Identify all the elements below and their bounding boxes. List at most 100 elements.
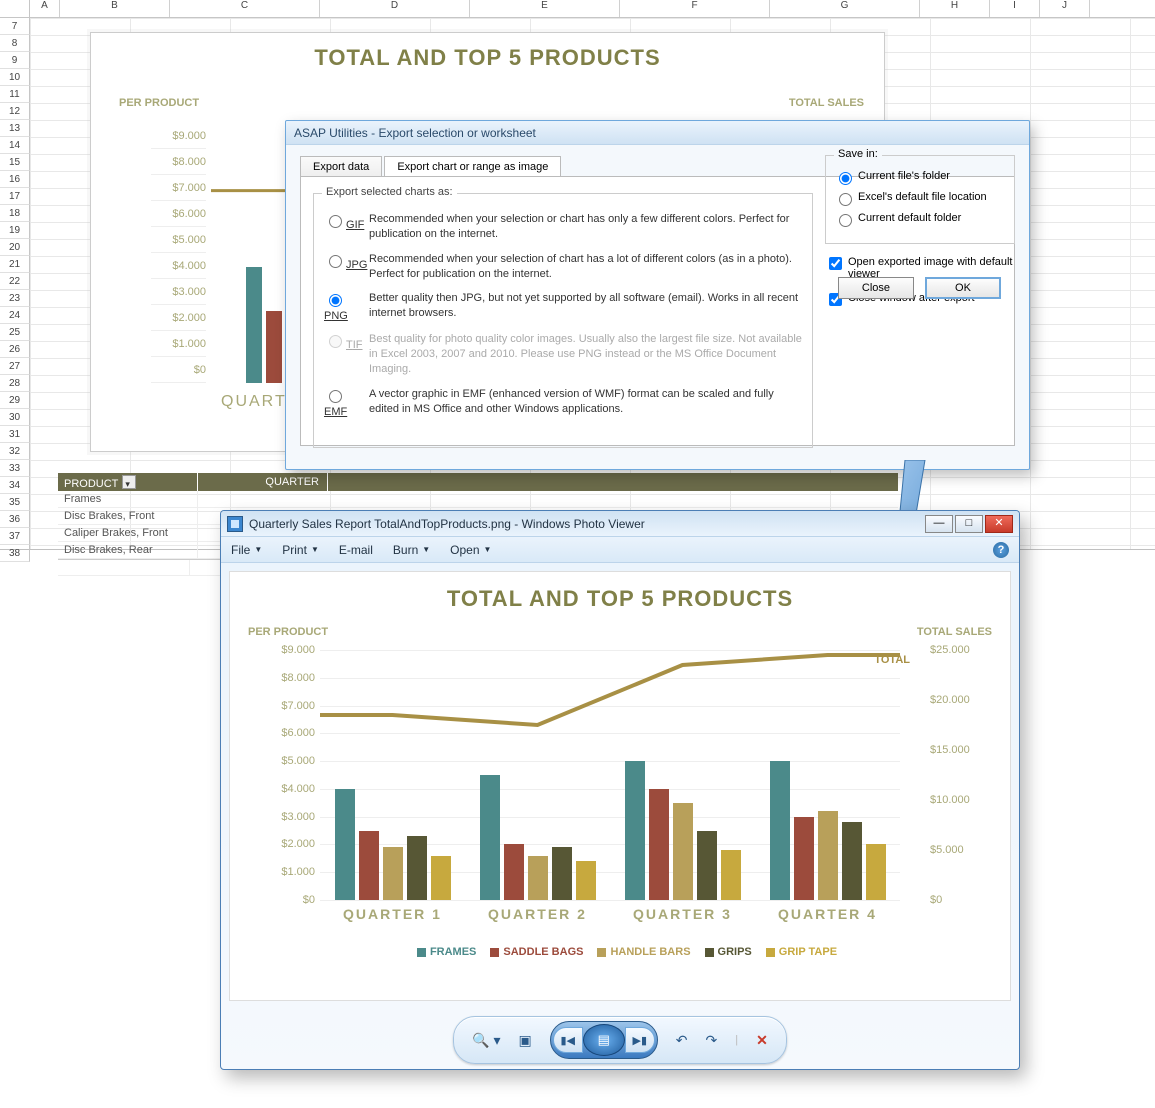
menu-e-mail[interactable]: E-mail [339, 543, 373, 557]
chart-title: TOTAL AND TOP 5 PRODUCTS [91, 45, 884, 71]
row-header[interactable]: 9 [0, 52, 30, 69]
col-header-D[interactable]: D [320, 0, 470, 17]
viewer-control-bar: 🔍 ▾ ▣ ▮◀ ▤ ▶▮ ↶ ↷ | ✕ [453, 1016, 787, 1064]
format-radio[interactable] [329, 215, 342, 228]
save-location-option[interactable]: Current file's folder [834, 170, 1010, 185]
save-location-option[interactable]: Excel's default file location [834, 191, 1010, 206]
y-left-tick: $5.000 [250, 755, 315, 767]
delete-icon[interactable]: ✕ [756, 1032, 768, 1049]
row-header[interactable]: 10 [0, 69, 30, 86]
chevron-down-icon: ▼ [484, 545, 492, 554]
row-header[interactable]: 17 [0, 188, 30, 205]
row-header[interactable]: 30 [0, 409, 30, 426]
row-header[interactable]: 12 [0, 103, 30, 120]
row-header[interactable]: 19 [0, 222, 30, 239]
row-header[interactable]: 25 [0, 324, 30, 341]
rotate-cw-icon[interactable]: ↷ [706, 1032, 718, 1049]
col-header-C[interactable]: C [170, 0, 320, 17]
col-header-I[interactable]: I [990, 0, 1040, 17]
ok-button[interactable]: OK [925, 277, 1001, 299]
row-header[interactable]: 11 [0, 86, 30, 103]
col-header-H[interactable]: H [920, 0, 990, 17]
row-header[interactable]: 20 [0, 239, 30, 256]
row-header[interactable]: 27 [0, 358, 30, 375]
fit-icon[interactable]: ▣ [519, 1032, 532, 1049]
col-header-A[interactable]: A [30, 0, 60, 17]
save-in-label: Save in: [834, 148, 882, 160]
row-header[interactable]: 21 [0, 256, 30, 273]
row-header[interactable]: 23 [0, 290, 30, 307]
x-axis-label: QUARTER 4 [768, 906, 888, 922]
format-option-png[interactable]: PNGBetter quality then JPG, but not yet … [324, 291, 802, 322]
row-header[interactable]: 8 [0, 35, 30, 52]
checkbox-input[interactable] [829, 257, 842, 270]
filter-dropdown-icon[interactable] [122, 475, 136, 489]
row-header[interactable]: 13 [0, 120, 30, 137]
menu-open[interactable]: Open▼ [450, 543, 491, 557]
save-location-option[interactable]: Current default folder [834, 212, 1010, 227]
viewer-titlebar[interactable]: Quarterly Sales Report TotalAndTopProduc… [221, 511, 1019, 537]
format-option-jpg[interactable]: JPGRecommended when your selection of ch… [324, 252, 802, 282]
prev-button[interactable]: ▮◀ [553, 1027, 583, 1053]
table-row[interactable]: Frames [58, 491, 898, 508]
row-header[interactable]: 38 [0, 545, 30, 562]
help-icon[interactable]: ? [993, 542, 1009, 558]
select-all-cell[interactable] [0, 0, 30, 17]
y-left-tick: $0 [151, 357, 206, 383]
col-quarter[interactable]: QUARTER [198, 473, 328, 491]
total-line-label: TOTAL [874, 654, 910, 666]
tab-export-data[interactable]: Export data [300, 156, 382, 177]
format-option-gif[interactable]: GIFRecommended when your selection or ch… [324, 212, 802, 242]
save-location-radio[interactable] [839, 214, 852, 227]
row-header[interactable]: 7 [0, 18, 30, 35]
save-location-radio[interactable] [839, 172, 852, 185]
menu-file[interactable]: File▼ [231, 543, 262, 557]
row-header[interactable]: 14 [0, 137, 30, 154]
format-option-emf[interactable]: EMFA vector graphic in EMF (enhanced ver… [324, 387, 802, 418]
format-radio[interactable] [329, 294, 342, 307]
rotate-ccw-icon[interactable]: ↶ [676, 1032, 688, 1049]
row-header[interactable]: 16 [0, 171, 30, 188]
chevron-down-icon: ▼ [311, 545, 319, 554]
zoom-icon[interactable]: 🔍 ▾ [472, 1032, 500, 1049]
legend-label: HANDLE BARS [610, 946, 690, 958]
row-header[interactable]: 26 [0, 341, 30, 358]
row-header[interactable]: 31 [0, 426, 30, 443]
format-description: Recommended when your selection or chart… [369, 212, 802, 242]
row-header[interactable]: 18 [0, 205, 30, 222]
maximize-button[interactable]: □ [955, 515, 983, 533]
format-option-tif: TIFBest quality for photo quality color … [324, 332, 802, 377]
format-radio[interactable] [329, 390, 342, 403]
tab-export-chart-image[interactable]: Export chart or range as image [384, 156, 561, 177]
play-slideshow-button[interactable]: ▤ [583, 1024, 625, 1056]
col-product[interactable]: PRODUCT [58, 473, 198, 491]
col-header-G[interactable]: G [770, 0, 920, 17]
row-header[interactable]: 34 [0, 477, 30, 494]
col-header-J[interactable]: J [1040, 0, 1090, 17]
y-left-tick: $9.000 [151, 123, 206, 149]
row-header[interactable]: 15 [0, 154, 30, 171]
col-header-B[interactable]: B [60, 0, 170, 17]
next-button[interactable]: ▶▮ [625, 1027, 655, 1053]
y-left-tick: $6.000 [151, 201, 206, 227]
menu-burn[interactable]: Burn▼ [393, 543, 430, 557]
row-header[interactable]: 29 [0, 392, 30, 409]
row-header[interactable]: 33 [0, 460, 30, 477]
col-header-E[interactable]: E [470, 0, 620, 17]
y-left-tick: $7.000 [151, 175, 206, 201]
dialog-titlebar[interactable]: ASAP Utilities - Export selection or wor… [286, 121, 1029, 145]
row-header[interactable]: 36 [0, 511, 30, 528]
menu-print[interactable]: Print▼ [282, 543, 319, 557]
row-header[interactable]: 37 [0, 528, 30, 545]
col-header-F[interactable]: F [620, 0, 770, 17]
format-radio[interactable] [329, 255, 342, 268]
row-header[interactable]: 35 [0, 494, 30, 511]
close-button[interactable]: Close [838, 277, 914, 299]
row-header[interactable]: 22 [0, 273, 30, 290]
row-header[interactable]: 24 [0, 307, 30, 324]
minimize-button[interactable]: — [925, 515, 953, 533]
row-header[interactable]: 32 [0, 443, 30, 460]
close-window-button[interactable]: ✕ [985, 515, 1013, 533]
row-header[interactable]: 28 [0, 375, 30, 392]
save-location-radio[interactable] [839, 193, 852, 206]
